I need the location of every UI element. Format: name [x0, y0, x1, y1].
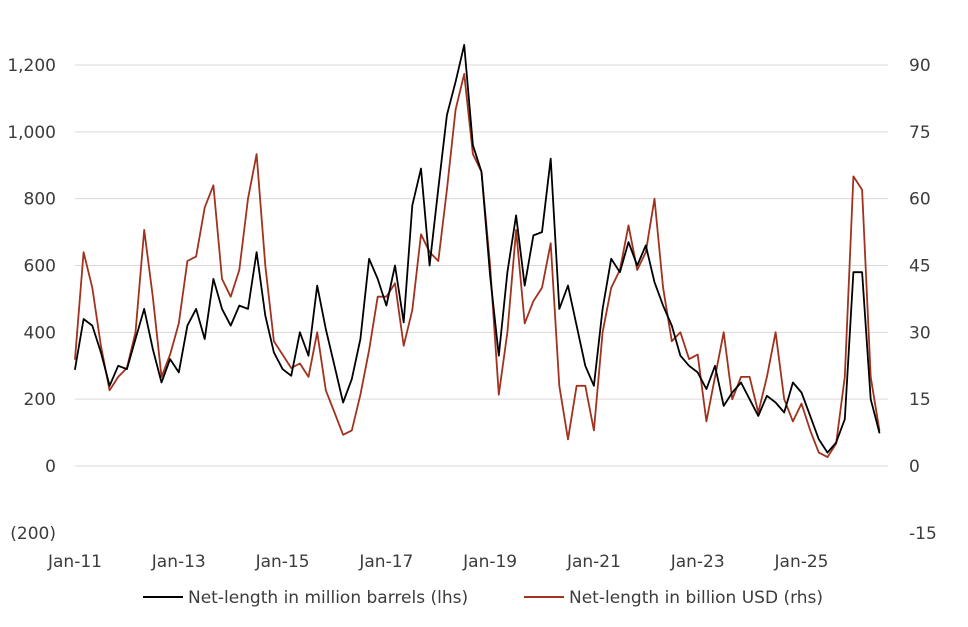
right-axis-tick-label: 15	[909, 390, 931, 410]
left-axis-tick-label: (200)	[10, 524, 56, 544]
x-axis-tick-label: Jan-15	[255, 552, 310, 572]
x-axis-tick-label: Jan-13	[151, 552, 206, 572]
left-axis-tick-label: 1,000	[7, 123, 56, 143]
x-axis-tick-labels: Jan-11 Jan-13 Jan-15 Jan-17 Jan-19 Jan-21 Jan-…	[47, 552, 828, 572]
right-axis-tick-label: 30	[909, 323, 931, 343]
x-axis-tick-label: Jan-25	[774, 552, 829, 572]
right-axis-tick-label: 75	[909, 123, 931, 143]
x-axis-tick-label: Jan-23	[670, 552, 725, 572]
series-line-billion-usd	[74, 73, 881, 459]
right-axis-tick-label: 0	[909, 457, 920, 477]
left-axis-tick-label: 800	[24, 190, 56, 210]
right-axis-tick-label: -15	[909, 524, 937, 544]
gridlines	[75, 64, 888, 467]
series-lines	[74, 44, 881, 459]
x-axis-tick-label: Jan-17	[358, 552, 413, 572]
right-axis-tick-label: 60	[909, 190, 931, 210]
right-axis-tick-labels: -15 0 15 30 45 60 75 90	[909, 56, 937, 544]
left-axis-tick-labels: (200) 0 200 400 600 800 1,000 1,200	[7, 56, 56, 544]
x-axis-tick-label: Jan-11	[47, 552, 102, 572]
x-axis-tick-label: Jan-19	[462, 552, 517, 572]
left-axis-tick-label: 600	[24, 257, 56, 277]
left-axis-tick-label: 200	[24, 390, 56, 410]
legend-label-million-barrels: Net-length in million barrels (lhs)	[188, 588, 468, 608]
right-axis-tick-label: 90	[909, 56, 931, 76]
right-axis-tick-label: 45	[909, 257, 931, 277]
left-axis-tick-label: 400	[24, 323, 56, 343]
legend-label-billion-usd: Net-length in billion USD (rhs)	[569, 588, 823, 608]
left-axis-tick-label: 0	[45, 457, 56, 477]
x-axis-tick-label: Jan-21	[566, 552, 621, 572]
legend: Net-length in million barrels (lhs) Net-…	[143, 588, 823, 608]
series-line-million-barrels	[74, 44, 881, 454]
left-axis-tick-label: 1,200	[7, 56, 56, 76]
